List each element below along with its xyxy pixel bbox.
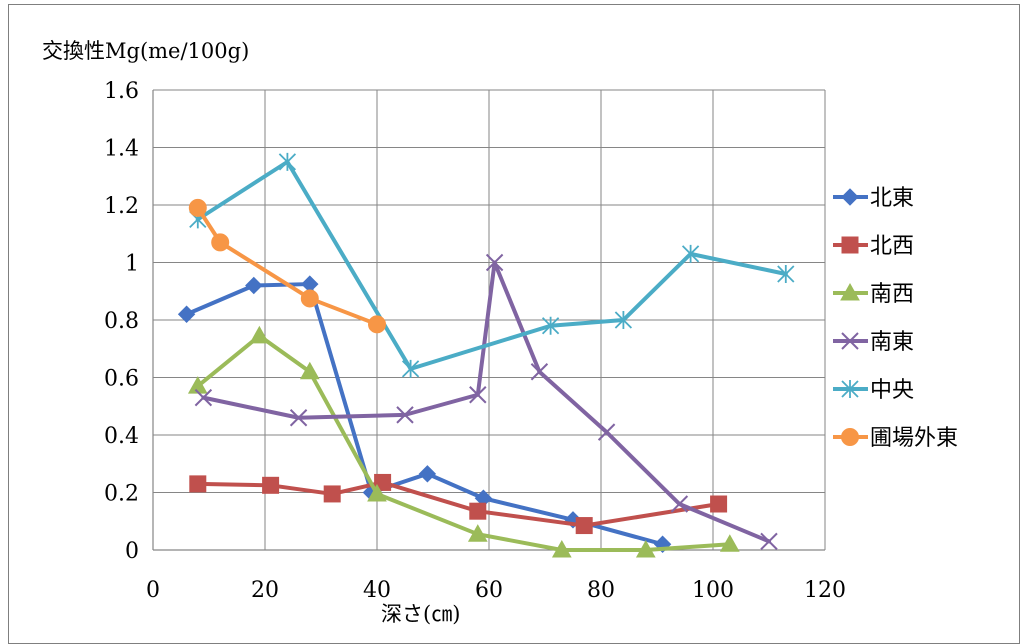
data-point	[760, 532, 778, 551]
data-point	[367, 483, 387, 502]
data-point	[614, 311, 633, 329]
data-point	[368, 315, 386, 334]
chart-frame	[8, 4, 1020, 644]
data-point	[188, 198, 207, 217]
y-tick-label: 0.8	[104, 309, 139, 334]
data-point	[469, 386, 487, 404]
data-point	[777, 265, 795, 283]
y-tick-label: 0.6	[104, 367, 139, 392]
data-point	[211, 233, 230, 252]
data-point	[719, 534, 740, 552]
y-tick-label: 1.6	[104, 79, 139, 104]
y-tick-label: 1.2	[104, 194, 139, 219]
series-6	[188, 198, 386, 334]
data-point	[177, 305, 196, 323]
data-point	[681, 244, 700, 263]
y-tick-label: 0	[125, 539, 139, 564]
data-point	[635, 539, 656, 558]
data-point	[189, 475, 207, 493]
legend-item: 南東	[833, 330, 914, 355]
y-tick-label: 0.2	[104, 482, 139, 507]
legend-label: 圃場外東	[870, 426, 958, 451]
legend-marker	[841, 188, 859, 206]
data-point	[245, 276, 263, 295]
data-point	[401, 359, 420, 378]
series-line	[195, 205, 379, 327]
data-point	[597, 423, 616, 441]
x-tick-label: 0	[146, 578, 160, 603]
x-tick-label: 120	[804, 578, 846, 603]
data-point	[710, 495, 728, 513]
legend-label: 中央	[870, 378, 914, 403]
data-point	[575, 517, 593, 535]
legend-item: 南西	[833, 282, 914, 307]
legend-marker	[841, 332, 859, 350]
x-tick-label: 40	[363, 578, 391, 603]
data-point	[374, 473, 392, 491]
legend-marker	[841, 380, 859, 398]
x-tick-label: 60	[475, 578, 503, 603]
legend-label: 南東	[870, 330, 914, 355]
legend-marker	[840, 282, 860, 301]
data-point	[323, 485, 341, 503]
data-point	[418, 465, 437, 483]
series-line	[195, 333, 732, 552]
y-tick-label: 0.4	[104, 424, 139, 449]
legend-item: 圃場外東	[833, 426, 958, 451]
legend-label: 北西	[870, 234, 914, 259]
data-point	[551, 539, 572, 558]
data-point	[299, 361, 320, 380]
legend-label: 北東	[870, 186, 914, 211]
series-3	[187, 325, 740, 558]
legend-marker	[841, 236, 859, 254]
x-axis-label: 深さ(㎝)	[381, 602, 460, 626]
data-point	[289, 409, 308, 427]
data-point	[541, 316, 560, 335]
data-point	[194, 388, 213, 407]
y-tick-label: 1	[125, 252, 139, 277]
series-line	[184, 282, 665, 547]
legend-marker	[841, 428, 859, 446]
data-point	[670, 495, 689, 513]
x-tick-label: 80	[587, 578, 615, 603]
data-point	[278, 152, 297, 171]
data-point	[249, 325, 270, 344]
x-tick-label: 20	[251, 578, 279, 603]
legend-item: 北西	[833, 234, 914, 259]
series-2	[189, 473, 728, 535]
y-axis-label: 交換性Mg(me/100g)	[42, 39, 249, 63]
data-point	[467, 524, 488, 542]
data-point	[300, 289, 319, 308]
grid	[152, 89, 826, 551]
x-tick-label: 100	[692, 578, 734, 603]
legend-item: 中央	[833, 378, 914, 403]
tick-labels: 0 0.2 0.4 0.6 0.8 1 1.2 1.4 1.6 0 20 40 60 80 100 120	[104, 79, 846, 603]
data-point	[469, 502, 487, 520]
series-layer	[177, 152, 795, 558]
series-4	[194, 253, 778, 551]
legend-label: 南西	[870, 282, 914, 307]
y-tick-label: 1.4	[104, 137, 139, 162]
legend-item: 北東	[833, 186, 914, 211]
data-point	[262, 476, 280, 494]
data-point	[396, 406, 414, 424]
data-point	[530, 363, 549, 381]
data-point	[485, 253, 504, 272]
